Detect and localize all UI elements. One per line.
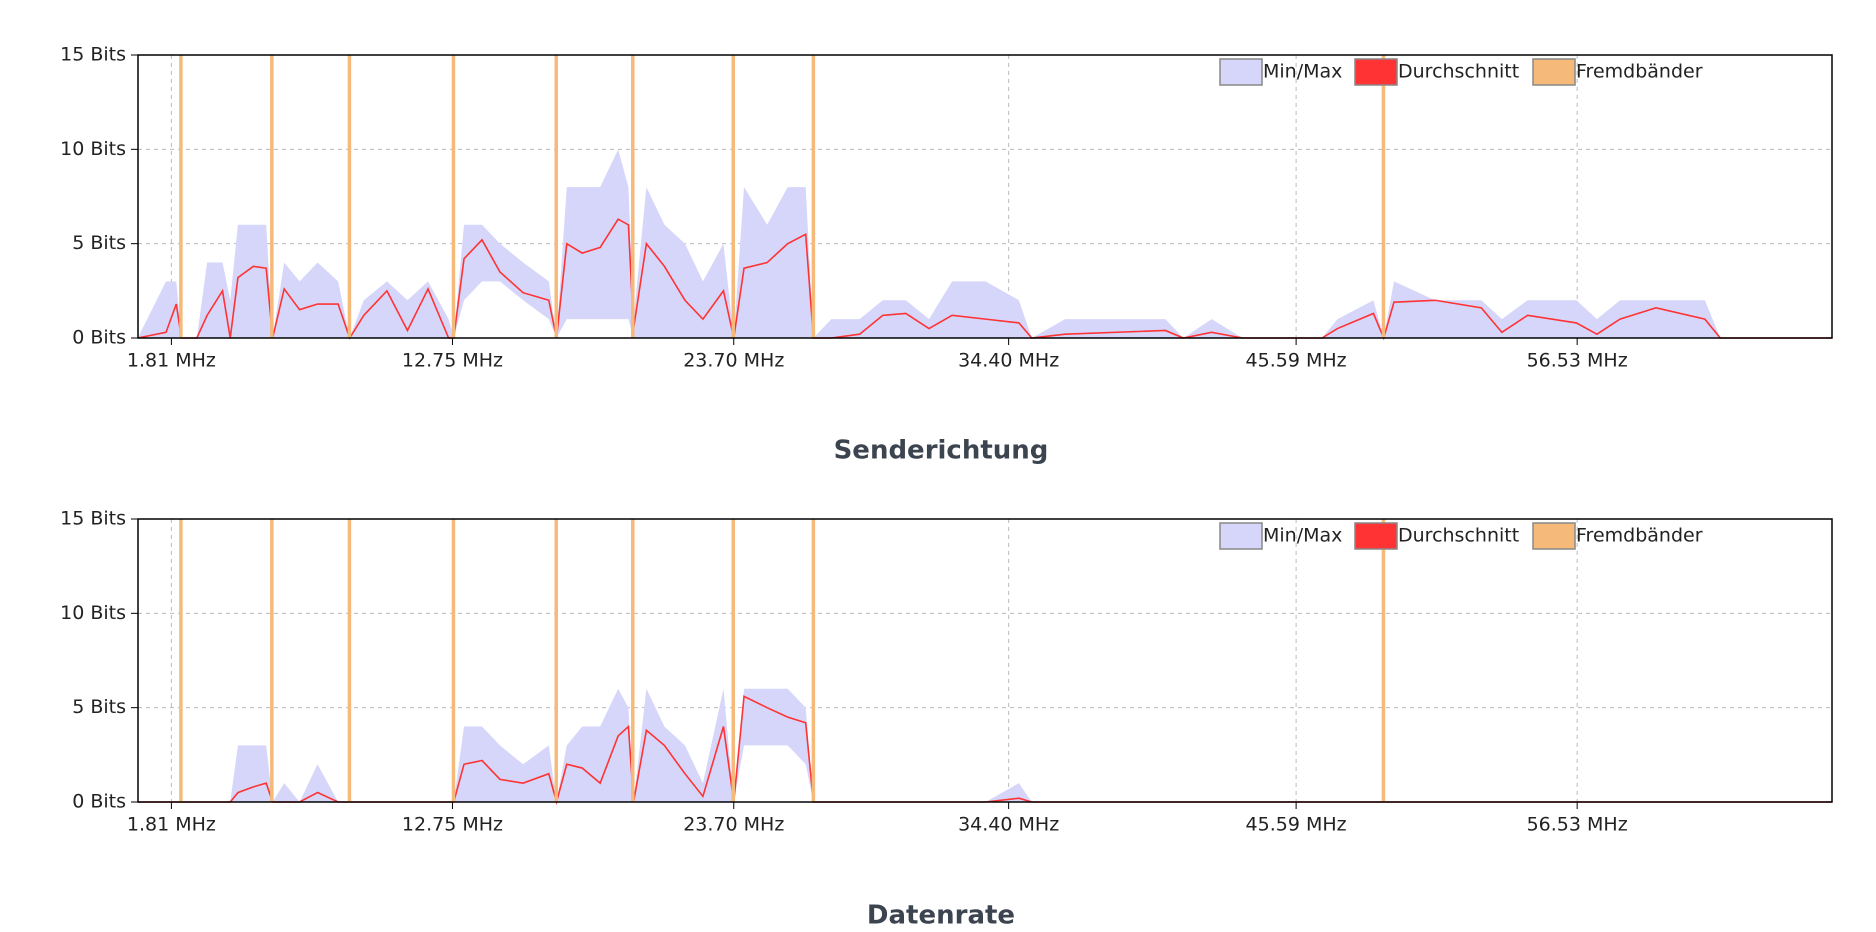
plot-frame	[137, 518, 1833, 803]
x-tick-label: 23.70 MHz	[683, 814, 784, 836]
x-tick-label: 23.70 MHz	[683, 350, 784, 372]
legend-label: Durchschnitt	[1398, 525, 1519, 547]
legend-label: Durchschnitt	[1398, 61, 1519, 83]
legend-swatch	[1354, 58, 1398, 86]
plot-frame	[137, 54, 1833, 339]
x-tick-label: 56.53 MHz	[1527, 350, 1628, 372]
x-tick-label: 34.40 MHz	[958, 350, 1059, 372]
min-max-area	[137, 149, 1832, 338]
x-tick-label: 1.81 MHz	[127, 350, 216, 372]
y-tick-label: 15 Bits	[60, 508, 126, 530]
legend-label: Min/Max	[1263, 525, 1342, 547]
chart-title: Senderichtung	[834, 436, 1049, 466]
y-tick-label: 10 Bits	[60, 138, 126, 160]
y-tick-label: 0 Bits	[72, 327, 126, 349]
x-tick-label: 45.59 MHz	[1246, 350, 1347, 372]
y-tick-label: 10 Bits	[60, 602, 126, 624]
legend-label: Fremdbänder	[1576, 61, 1703, 83]
min-max-area	[137, 688, 1832, 802]
legend-swatch	[1532, 58, 1576, 86]
y-tick-label: 15 Bits	[60, 44, 126, 66]
x-tick-label: 1.81 MHz	[127, 814, 216, 836]
legend-label: Min/Max	[1263, 61, 1342, 83]
x-tick-label: 12.75 MHz	[402, 814, 503, 836]
average-line	[137, 218, 1832, 341]
x-tick-label: 56.53 MHz	[1527, 814, 1628, 836]
y-tick-label: 5 Bits	[72, 232, 126, 254]
legend-swatch	[1354, 522, 1398, 550]
legend-swatch	[1219, 522, 1263, 550]
average-line	[137, 695, 1832, 806]
x-tick-label: 34.40 MHz	[958, 814, 1059, 836]
x-tick-label: 45.59 MHz	[1246, 814, 1347, 836]
section-heading: Datenrate	[867, 901, 1015, 931]
legend-label: Fremdbänder	[1576, 525, 1703, 547]
legend-swatch	[1532, 522, 1576, 550]
y-tick-label: 0 Bits	[72, 791, 126, 813]
x-tick-label: 12.75 MHz	[402, 350, 503, 372]
y-tick-label: 5 Bits	[72, 696, 126, 718]
legend-swatch	[1219, 58, 1263, 86]
